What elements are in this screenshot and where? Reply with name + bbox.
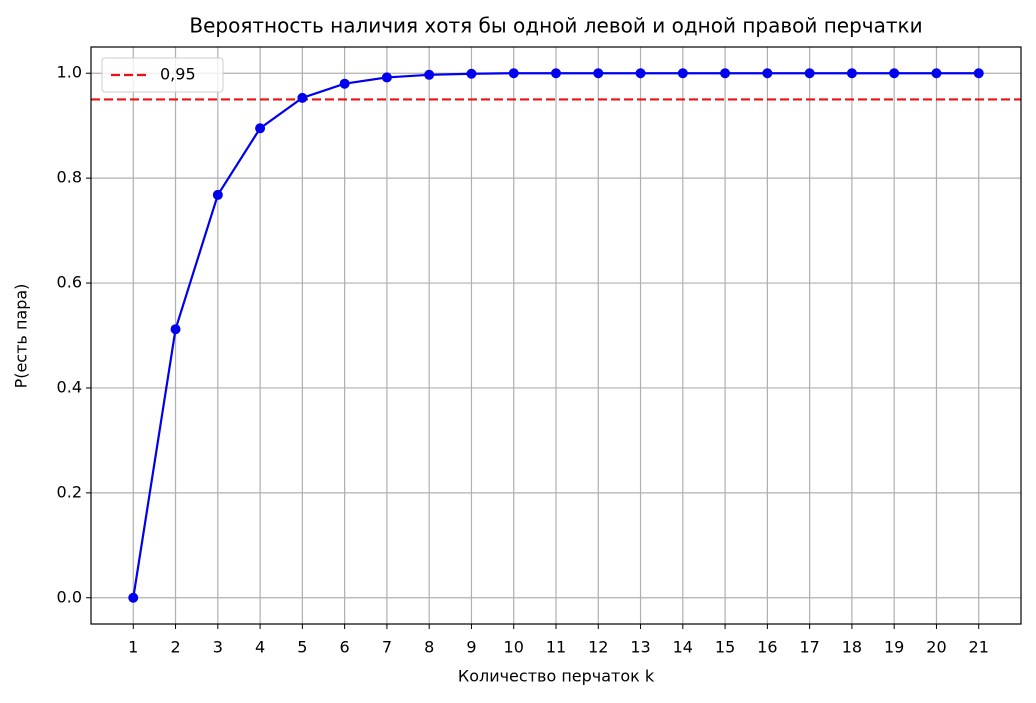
x-tick-label: 4 [255, 638, 265, 657]
data-point [381, 72, 392, 83]
y-tick-label: 0.6 [57, 273, 82, 292]
data-point [931, 68, 942, 79]
x-tick-label: 9 [466, 638, 476, 657]
chart-title: Вероятность наличия хотя бы одной левой … [189, 14, 922, 38]
legend-label: 0,95 [160, 65, 196, 84]
data-point [804, 68, 815, 79]
data-point [170, 324, 181, 335]
x-tick-label: 13 [630, 638, 650, 657]
data-point [889, 68, 900, 79]
data-point [128, 592, 139, 603]
y-tick-label: 0.4 [57, 377, 82, 396]
y-axis-label: P(есть пара) [12, 284, 31, 389]
grid [91, 47, 1021, 624]
y-tick-label: 0.2 [57, 482, 82, 501]
data-point [846, 68, 857, 79]
plot [91, 68, 1021, 603]
x-tick-label: 21 [969, 638, 989, 657]
x-tick-label: 10 [504, 638, 524, 657]
x-tick-label: 2 [170, 638, 180, 657]
data-point [677, 68, 688, 79]
data-point [508, 68, 519, 79]
x-tick-label: 1 [128, 638, 138, 657]
data-point [551, 68, 561, 79]
y-tick-label: 1.0 [57, 63, 82, 82]
ticks: 0.00.20.40.60.81.01 2 3 4 5 6 7 8 9 10 11 12 13 14 15 1… [57, 63, 989, 657]
x-axis-label: Количество перчаток k [458, 667, 655, 686]
x-tick-label: 5 [297, 638, 307, 657]
x-tick-label: 20 [926, 638, 946, 657]
data-point [255, 123, 266, 134]
data-point [339, 78, 350, 89]
x-tick-label: 14 [673, 638, 693, 657]
y-tick-label: 0.8 [57, 168, 82, 187]
x-tick-label: 3 [213, 638, 223, 657]
y-tick-label: 0.0 [57, 587, 82, 606]
x-tick-label: 16 [757, 638, 777, 657]
data-point [212, 189, 223, 200]
data-point [424, 69, 435, 80]
x-tick-label: 15 [715, 638, 735, 657]
data-point [593, 68, 604, 79]
legend: 0,95 [101, 57, 224, 93]
data-point [720, 68, 731, 79]
x-tick-label: 6 [340, 638, 350, 657]
data-point [466, 68, 477, 79]
data-point [762, 68, 773, 79]
data-point [635, 68, 646, 79]
legend-box [101, 57, 224, 93]
x-tick-label: 11 [546, 638, 566, 657]
x-tick-label: 12 [588, 638, 608, 657]
x-tick-label: 19 [884, 638, 904, 657]
x-tick-label: 17 [799, 638, 819, 657]
x-tick-label: 8 [424, 638, 434, 657]
x-tick-label: 7 [382, 638, 392, 657]
data-point [973, 68, 984, 79]
data-point [297, 92, 308, 103]
x-tick-label: 18 [842, 638, 862, 657]
